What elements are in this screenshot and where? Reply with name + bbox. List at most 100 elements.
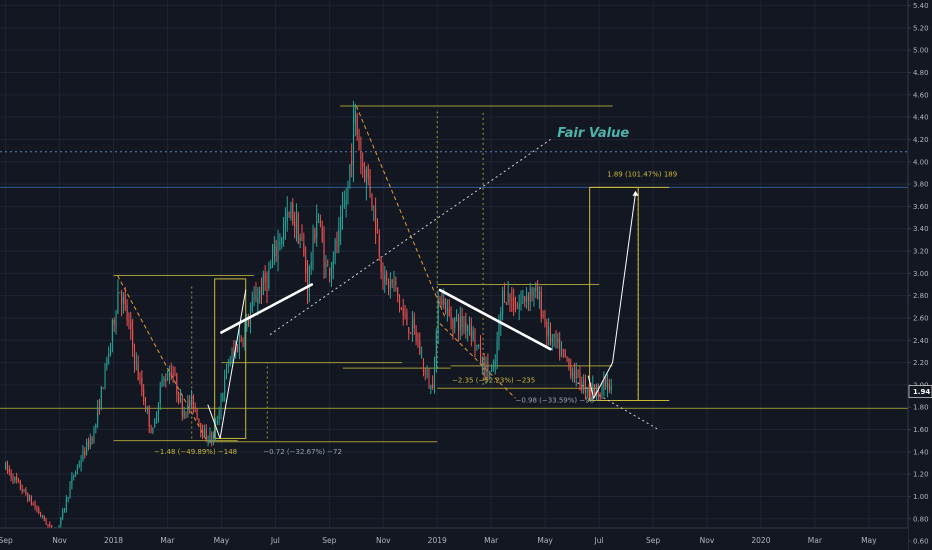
price-tick-label: 3.60 bbox=[913, 203, 929, 211]
candle-body bbox=[73, 475, 75, 477]
candle-body bbox=[454, 318, 456, 328]
candle-body bbox=[329, 268, 331, 276]
candle-body bbox=[480, 344, 482, 364]
candle-body bbox=[290, 203, 292, 217]
candle-body bbox=[205, 428, 207, 440]
fair-value-label: Fair Value bbox=[557, 126, 629, 141]
time-axis[interactable]: Sep Nov 2018 Mar May Jul Sep Nov 2019 Mar May Jul Se… bbox=[0, 527, 908, 550]
candle-body bbox=[402, 308, 404, 316]
candle-body bbox=[30, 496, 32, 504]
price-tick-label: 5.00 bbox=[913, 47, 929, 55]
candle-body bbox=[330, 267, 332, 278]
candle-body bbox=[191, 395, 193, 405]
candle-body bbox=[468, 326, 470, 328]
candle-body bbox=[126, 305, 128, 321]
projection-path bbox=[207, 404, 221, 439]
candle-body bbox=[358, 136, 360, 151]
candle-body bbox=[176, 373, 178, 394]
candle-body bbox=[448, 309, 450, 316]
decline-trend bbox=[355, 105, 446, 319]
price-tick-label: 1.40 bbox=[913, 448, 929, 456]
time-axis-bg bbox=[0, 528, 908, 550]
candle-body bbox=[353, 118, 355, 165]
candle-body bbox=[194, 406, 196, 410]
candle-body bbox=[10, 471, 12, 478]
last-price-marker: 1.94 bbox=[908, 385, 932, 398]
candle-body bbox=[34, 503, 36, 508]
candle-body bbox=[47, 524, 49, 526]
projection-path bbox=[219, 289, 247, 439]
candle-body bbox=[610, 385, 612, 391]
candle-body bbox=[264, 273, 266, 282]
candle-body bbox=[513, 297, 515, 310]
price-tick-label: 5.20 bbox=[913, 24, 929, 32]
candle-body bbox=[360, 151, 362, 160]
candle-body bbox=[84, 450, 86, 456]
time-tick-label: Sep bbox=[646, 536, 660, 545]
time-tick-label: Nov bbox=[52, 536, 67, 545]
candle-body bbox=[192, 394, 194, 408]
price-tick-label: 2.40 bbox=[913, 337, 929, 345]
candle-body bbox=[551, 338, 553, 342]
candle-body bbox=[69, 485, 71, 499]
candle-body bbox=[277, 241, 279, 260]
candle-body bbox=[128, 319, 130, 323]
candle-body bbox=[100, 386, 102, 409]
candle-body bbox=[511, 298, 513, 300]
price-tick-label: 1.60 bbox=[913, 426, 929, 434]
measure-label: −1.48 (−49.89%) −148 bbox=[154, 448, 237, 456]
candle-body bbox=[437, 301, 439, 333]
candle-body bbox=[270, 265, 272, 269]
candle-body bbox=[502, 290, 504, 314]
overlays bbox=[207, 190, 639, 439]
candle-body bbox=[163, 378, 165, 381]
time-tick-label: May bbox=[537, 536, 553, 545]
candle-body bbox=[575, 368, 577, 379]
candle-body bbox=[156, 417, 158, 420]
candle-body bbox=[564, 349, 566, 357]
candle-body bbox=[145, 401, 147, 411]
candle-body bbox=[500, 311, 502, 325]
candle-body bbox=[262, 274, 264, 295]
candle-body bbox=[559, 338, 561, 357]
candle-body bbox=[347, 180, 349, 200]
candle-body bbox=[555, 333, 557, 344]
candle-body bbox=[594, 385, 596, 395]
candle-body bbox=[21, 488, 23, 492]
price-tick-label: 4.60 bbox=[913, 91, 929, 99]
time-tick-label: Sep bbox=[0, 536, 13, 545]
price-tick-label: 5.40 bbox=[913, 2, 929, 10]
candle-body bbox=[152, 428, 154, 433]
candle-body bbox=[40, 513, 42, 517]
candle-body bbox=[607, 382, 609, 389]
candle-body bbox=[540, 291, 542, 318]
candle-body bbox=[417, 339, 419, 343]
candle-body bbox=[150, 427, 152, 434]
candle-body bbox=[218, 413, 220, 420]
candle-body bbox=[200, 422, 202, 432]
measure-labels: −1.48 (−49.89%) −148 −0.72 (−32.67%) −72 −… bbox=[154, 170, 677, 456]
candle-body bbox=[179, 396, 181, 401]
candle-body bbox=[294, 221, 296, 227]
candle-body bbox=[172, 373, 174, 376]
price-tick-label: 4.40 bbox=[913, 114, 929, 122]
candle-body bbox=[229, 360, 231, 365]
candle-body bbox=[588, 390, 590, 392]
candle-body bbox=[161, 379, 163, 387]
candle-body bbox=[310, 262, 312, 270]
price-axis[interactable]: 0.600.801.001.201.401.601.802.002.202.40… bbox=[907, 0, 932, 550]
candle-body bbox=[36, 507, 38, 510]
candle-body bbox=[375, 208, 377, 234]
candle-body bbox=[334, 240, 336, 261]
drawings bbox=[113, 105, 670, 443]
candle-body bbox=[251, 299, 253, 312]
candle-body bbox=[32, 504, 34, 506]
candle-body bbox=[321, 226, 323, 242]
candle-body bbox=[214, 423, 216, 434]
candle-body bbox=[141, 377, 143, 392]
candle-body bbox=[89, 438, 91, 447]
candle-body bbox=[492, 366, 494, 368]
candle-body bbox=[367, 166, 369, 178]
candle-body bbox=[518, 303, 520, 310]
